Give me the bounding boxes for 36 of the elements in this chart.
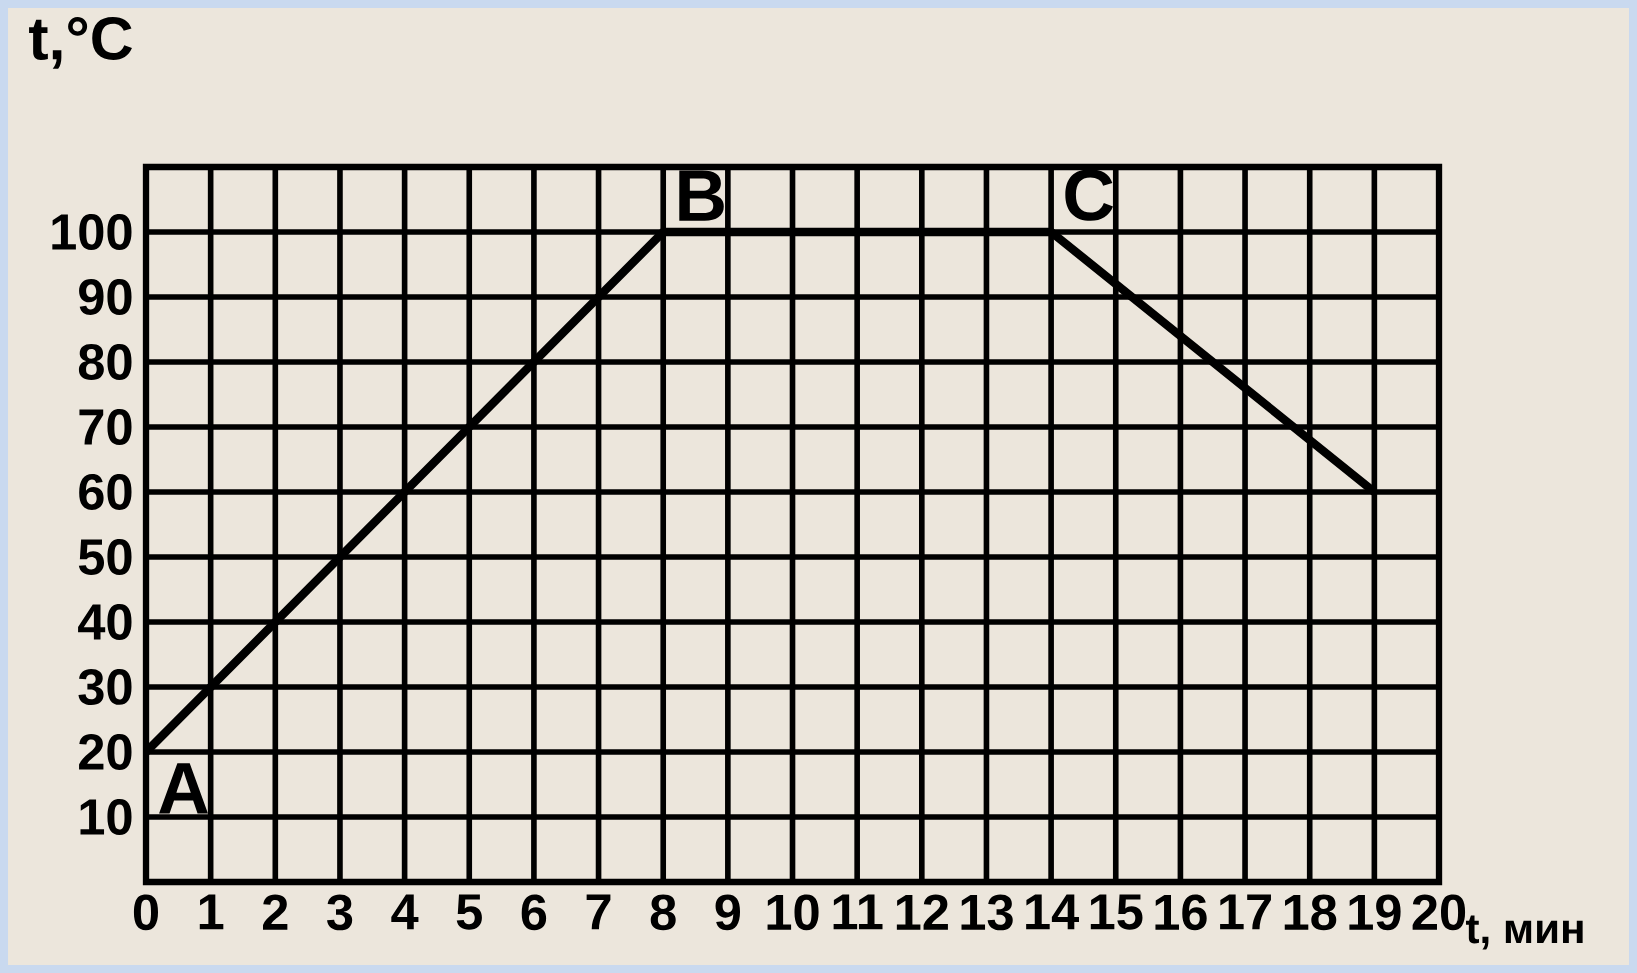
annotation: A xyxy=(159,763,208,814)
x-tick-label: 6 xyxy=(521,894,547,931)
y-tick-label: 70 xyxy=(79,409,132,445)
x-tick-label: 12 xyxy=(896,894,948,930)
x-tick-label: 9 xyxy=(715,894,741,931)
x-tick-label: 8 xyxy=(650,894,676,931)
x-tick-label: 20 xyxy=(1412,894,1466,931)
y-tick-label: 20 xyxy=(79,734,132,770)
x-tick-label: 16 xyxy=(1155,894,1207,931)
x-tick-label: 17 xyxy=(1220,894,1271,930)
annotation: C xyxy=(1065,169,1114,221)
x-tick-label: 11 xyxy=(833,894,883,930)
y-tick-label: 30 xyxy=(78,669,132,705)
x-tick-label: 1 xyxy=(199,894,224,930)
x-tick-label: 10 xyxy=(767,894,819,931)
x-tick-label: 19 xyxy=(1349,894,1401,931)
x-tick-label: 7 xyxy=(586,894,611,930)
x-tick-label: 5 xyxy=(456,894,482,930)
x-tick-label: 2 xyxy=(263,894,288,930)
annotation: B xyxy=(679,170,724,221)
x-tick-label: 3 xyxy=(327,894,353,931)
y-axis-title: t,°C xyxy=(29,16,132,69)
x-tick-label: 15 xyxy=(1090,894,1143,930)
y-tick-label: 10 xyxy=(80,799,132,835)
x-axis-title: t, мин xyxy=(1465,915,1583,950)
x-tick-label: 14 xyxy=(1026,894,1079,930)
y-tick-label: 50 xyxy=(78,539,132,575)
x-tick-label: 4 xyxy=(391,894,419,930)
y-tick-label: 90 xyxy=(79,279,132,315)
y-tick-label: 40 xyxy=(78,604,132,640)
y-tick-label: 100 xyxy=(52,214,132,250)
x-tick-label: 18 xyxy=(1284,894,1337,931)
y-tick-label: 60 xyxy=(79,474,132,510)
x-tick-label: 13 xyxy=(961,894,1013,931)
x-tick-label: 0 xyxy=(133,894,159,931)
y-tick-label: 80 xyxy=(78,344,132,380)
